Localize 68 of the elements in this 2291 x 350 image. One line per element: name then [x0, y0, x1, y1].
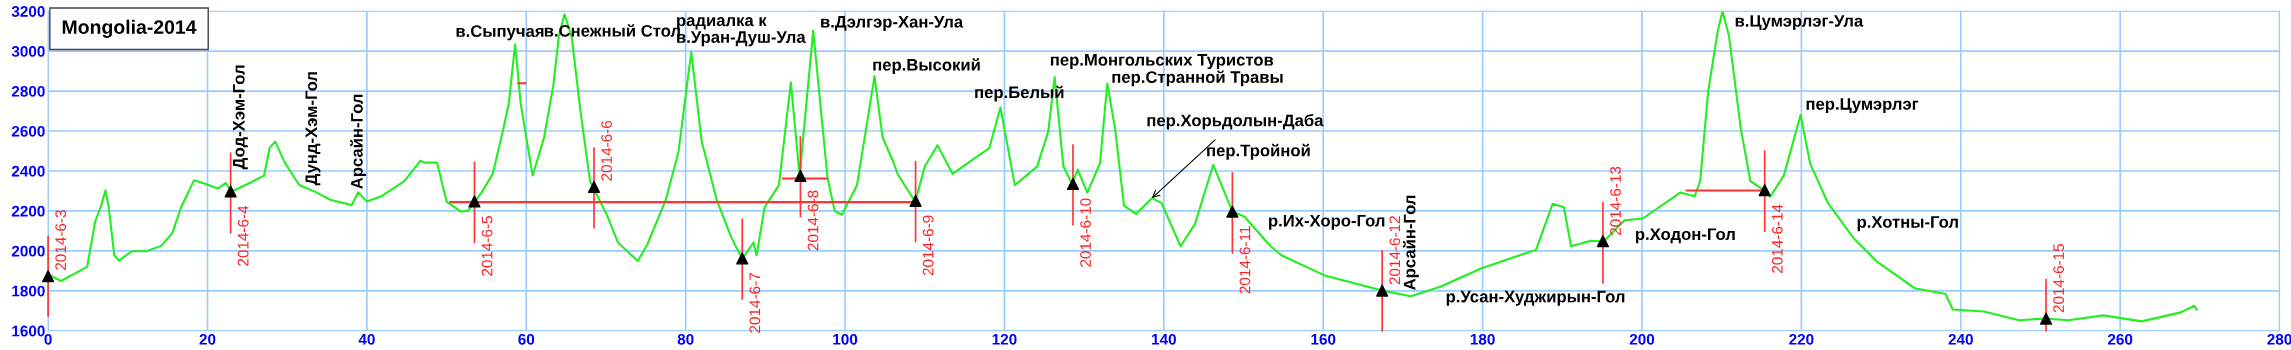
x-tick-label: 280 — [2267, 333, 2291, 345]
annotation: пер.Тройной — [1207, 143, 1310, 160]
data-label: 2014-6-15 — [2053, 244, 2065, 313]
data-label: 2014-6-7 — [749, 273, 761, 333]
x-tick-label: 200 — [1629, 333, 1655, 345]
y-tick-label: 2800 — [11, 85, 45, 97]
x-tick-label: 180 — [1470, 333, 1495, 345]
point — [1226, 205, 1239, 218]
point — [1596, 235, 1610, 248]
point — [468, 195, 481, 208]
x-tick-label: 260 — [2107, 333, 2133, 345]
data-label: 2014-6-12 — [1389, 216, 1401, 285]
x-tick-label: 60 — [518, 333, 535, 345]
x-tick-label: 160 — [1311, 333, 1336, 345]
annotation: Арсайн-Гол — [350, 94, 367, 189]
chart-title: Mongolia-2014 — [62, 19, 197, 38]
x-tick-label: 120 — [992, 333, 1017, 345]
y-tick-label: 3200 — [11, 6, 45, 17]
x-tick-label: 80 — [677, 333, 694, 345]
annotation: пер.Хорьдолын-Даба — [1147, 113, 1324, 130]
annotation: р.Усан-Худжирын-Гол — [1446, 290, 1625, 306]
point — [42, 270, 55, 283]
x-tick-label: 0 — [44, 333, 52, 345]
point — [1758, 184, 1771, 197]
annotation: пер.Цумэрлэг — [1806, 98, 1919, 114]
data-label: 2014-6-4 — [237, 205, 249, 266]
y-tick-label: 2000 — [11, 245, 45, 257]
data-label: 2014-6-10 — [1080, 198, 1091, 267]
x-tick-label: 20 — [199, 333, 216, 345]
annotation: р.Их-Хоро-Гол — [1269, 214, 1385, 230]
x-tick-label: 40 — [358, 333, 375, 345]
data-label: 2014-6-3 — [55, 210, 67, 270]
x-tick-label: 220 — [1789, 333, 1814, 345]
x-tick-label: 140 — [1152, 333, 1176, 345]
y-tick-label: 1600 — [12, 325, 45, 337]
annotation: пер.Монгольских Туристов — [1050, 54, 1274, 70]
data-label: 2014-6-11 — [1239, 226, 1251, 294]
data-label: 2014-6-14 — [1771, 204, 1783, 273]
annotation: Дунд-Хэм-Гол — [305, 72, 321, 186]
y-tick-label: 3000 — [11, 46, 45, 57]
data-label: 2014-6-8 — [807, 190, 819, 251]
point — [794, 169, 807, 183]
annotation: пер.Странной Травы — [1112, 70, 1283, 87]
point — [224, 185, 237, 198]
data-label: 2014-6-13 — [1610, 166, 1621, 235]
y-tick-label: 2200 — [11, 205, 45, 217]
x-tick-label: 100 — [833, 333, 858, 345]
annotation: в.Цумэрлэг-Ула — [1735, 15, 1864, 31]
x-tick-label: 240 — [1948, 333, 1973, 345]
annotation: в.Сыпучая — [456, 25, 544, 41]
point — [587, 180, 601, 194]
data-label: 2014-6-5 — [481, 216, 493, 276]
y-tick-label: 2400 — [11, 165, 45, 177]
annotation: пер.Высокий — [873, 58, 980, 75]
point — [909, 194, 922, 208]
data-label: 2014-6-9 — [922, 215, 934, 276]
y-tick-label: 2600 — [11, 125, 45, 137]
y-tick-label: 1800 — [12, 285, 45, 297]
annotation: Арсайн-Гол — [1402, 195, 1419, 290]
point — [1066, 177, 1080, 191]
annotation: р.Ходон-Гол — [1635, 228, 1735, 244]
data-label: 2014-6-6 — [601, 120, 613, 181]
point — [736, 252, 749, 265]
annotation: р.Хотны-Гол — [1857, 216, 1958, 232]
point — [1376, 284, 1389, 297]
annotation: Дод-Хэм-Гол — [233, 65, 248, 170]
annotation: в.Дэлгэр-Хан-Ула — [821, 16, 964, 31]
point — [2039, 312, 2053, 325]
